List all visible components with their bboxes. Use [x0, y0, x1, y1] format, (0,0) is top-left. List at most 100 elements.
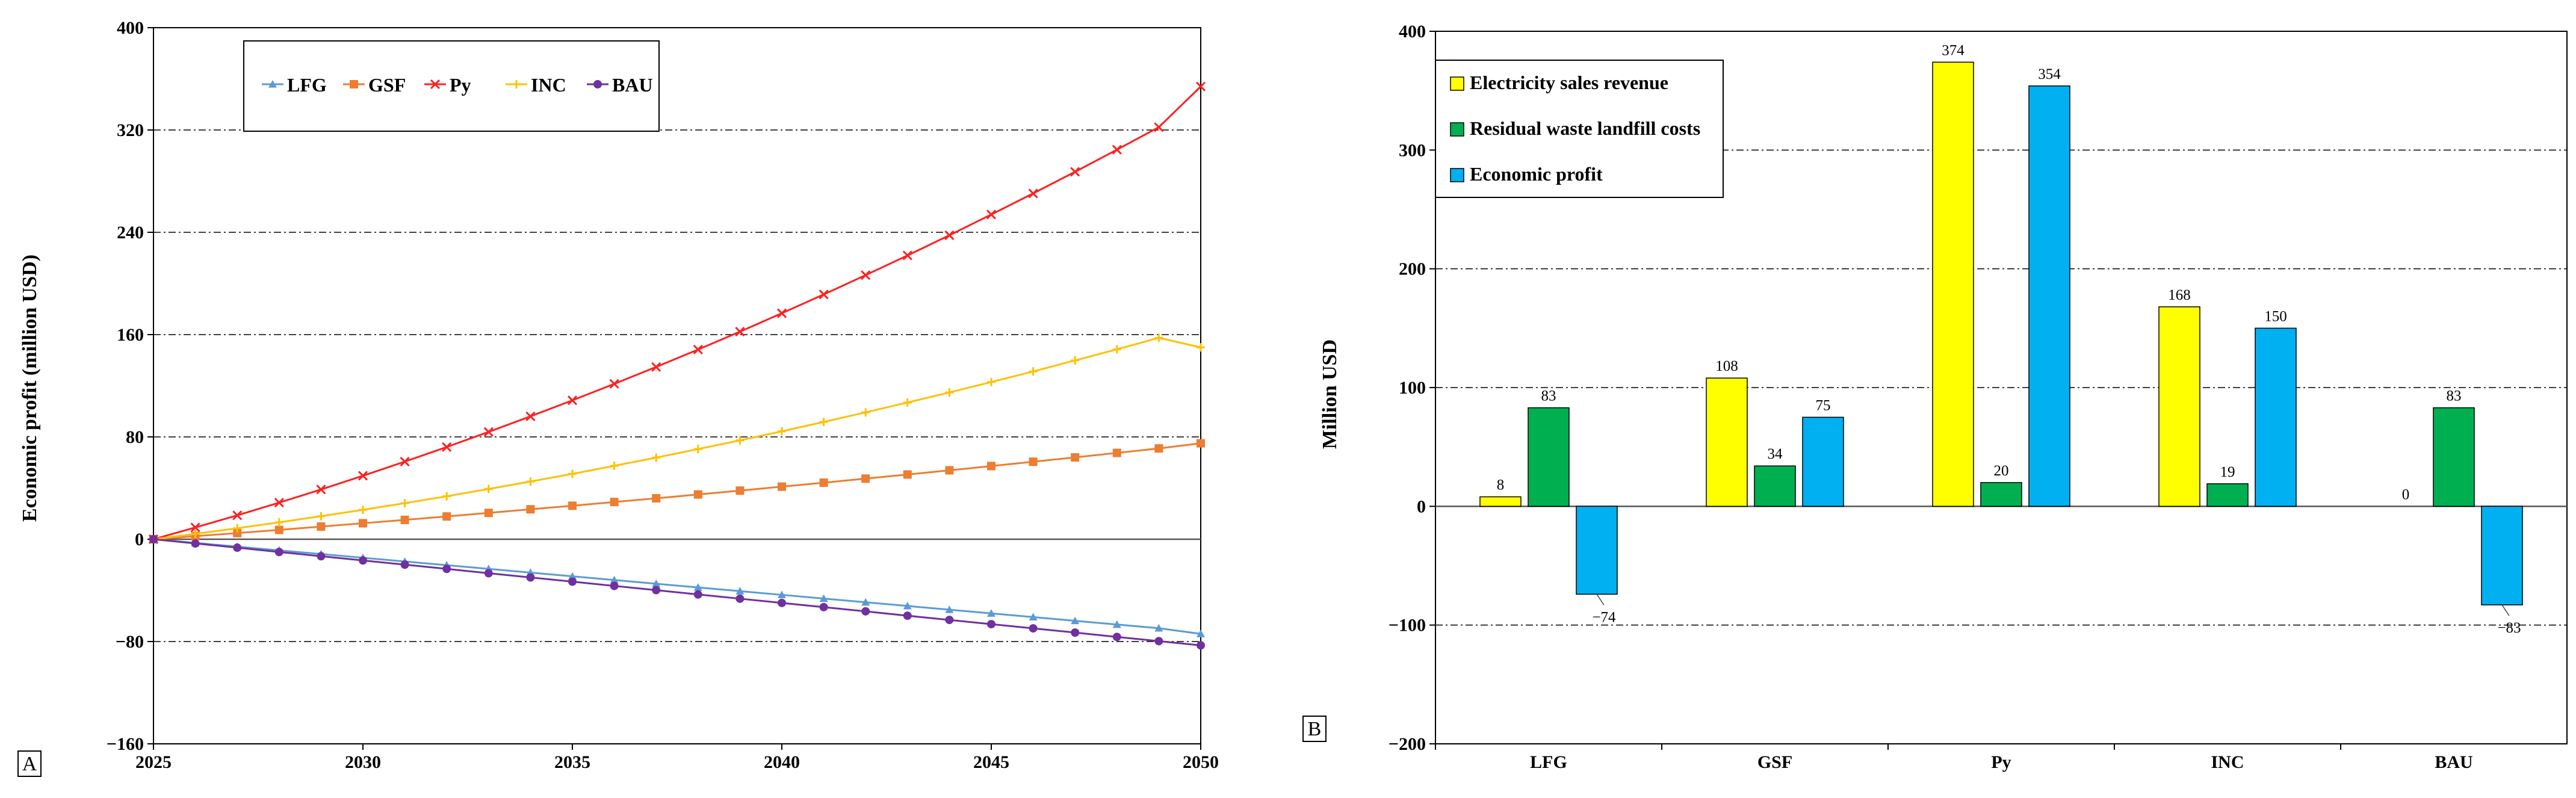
data-point — [442, 442, 452, 452]
bar-group-inc: 168 19 150 — [2158, 287, 2297, 507]
data-point — [1070, 167, 1080, 177]
data-point — [1028, 188, 1038, 199]
data-point — [819, 594, 828, 602]
data-point — [525, 411, 536, 421]
data-point — [778, 590, 786, 599]
legend-marker — [593, 80, 602, 88]
data-point — [819, 289, 829, 300]
panel-a-axes: −160 −80 0 80 160 240 320 400 2025 2030 2035 2040 20… — [107, 18, 1219, 772]
x-tick-label: 2045 — [973, 752, 1009, 772]
data-point — [987, 462, 995, 471]
data-point — [191, 530, 200, 539]
data-point — [902, 250, 912, 261]
y-tick-label: −80 — [116, 632, 144, 652]
data-label: 8 — [1497, 477, 1505, 493]
y-tick-label: −200 — [1389, 734, 1426, 754]
data-point — [233, 524, 242, 533]
data-point — [1154, 623, 1163, 632]
data-label: 0 — [2402, 486, 2410, 503]
data-point — [819, 602, 828, 611]
data-point — [693, 344, 703, 354]
legend-swatch — [1450, 76, 1464, 91]
bar-group-bau: 0 83 −83 — [2402, 388, 2523, 636]
data-point — [610, 462, 619, 471]
data-label: 150 — [2264, 308, 2287, 324]
data-point — [735, 436, 745, 445]
panel-b-tag-label: B — [1308, 718, 1322, 740]
legend-box — [243, 40, 660, 132]
series-inc — [149, 333, 1205, 543]
panel-a-gridlines — [153, 129, 1201, 642]
data-point — [652, 586, 661, 595]
data-point — [610, 498, 619, 507]
data-point — [778, 427, 786, 436]
data-point — [903, 601, 912, 610]
legend-label: Residual waste landfill costs — [1470, 117, 1700, 139]
legend-label: BAU — [612, 74, 653, 96]
x-tick-label: 2025 — [135, 752, 172, 772]
y-tick-label: 240 — [117, 223, 144, 243]
data-point — [526, 477, 535, 486]
data-label: −83 — [2497, 620, 2521, 636]
legend-marker — [512, 80, 521, 88]
data-point — [1154, 333, 1163, 342]
data-point — [1112, 144, 1122, 155]
data-point — [1112, 345, 1121, 354]
data-point — [568, 501, 577, 510]
bar — [1479, 496, 1522, 507]
y-tick-label: 0 — [135, 530, 144, 549]
data-point — [400, 515, 409, 524]
data-point — [316, 484, 326, 495]
data-point — [987, 609, 995, 617]
data-point — [526, 573, 535, 582]
bar — [1528, 407, 1570, 507]
x-tick-label: GSF — [1757, 752, 1792, 772]
data-point — [274, 525, 283, 534]
data-point — [442, 492, 451, 501]
bar — [2028, 85, 2070, 507]
data-point — [1071, 356, 1080, 365]
data-label: 354 — [2038, 66, 2061, 82]
data-point — [778, 482, 786, 491]
data-point — [568, 572, 577, 580]
data-point — [232, 510, 243, 521]
data-point — [359, 506, 367, 515]
data-label: 20 — [1994, 463, 2009, 479]
legend-item-1: Electricity sales revenue — [1450, 72, 1668, 93]
data-label: 34 — [1768, 446, 1783, 462]
data-point — [819, 478, 828, 487]
legend-marker — [350, 80, 358, 88]
data-point — [987, 377, 995, 386]
y-tick-label: 80 — [126, 427, 144, 447]
data-point — [819, 418, 828, 427]
data-point — [400, 499, 409, 508]
data-point — [568, 577, 577, 586]
legend-item-inc: INC — [506, 74, 566, 96]
data-point — [1029, 457, 1038, 466]
data-point — [1154, 122, 1164, 132]
x-tick-label: 2050 — [1183, 752, 1219, 772]
legend-label: LFG — [287, 74, 327, 96]
data-point — [735, 327, 745, 337]
data-point — [693, 590, 702, 599]
data-point — [442, 512, 451, 521]
data-point — [1112, 633, 1121, 642]
data-point — [693, 445, 702, 454]
data-point — [652, 494, 661, 503]
data-label-leader — [1596, 593, 1605, 605]
series-py — [148, 81, 1206, 545]
data-label: 19 — [2220, 464, 2235, 480]
bar — [2481, 506, 2523, 605]
data-point — [274, 498, 284, 508]
data-point — [1029, 624, 1038, 633]
legend-label: Electricity sales revenue — [1470, 72, 1668, 93]
y-tick-label: 100 — [1399, 378, 1426, 398]
bar — [2158, 306, 2200, 507]
data-point — [1197, 629, 1205, 637]
bar — [2255, 327, 2297, 507]
y-tick-label: 300 — [1399, 140, 1426, 160]
bar — [1980, 482, 2022, 507]
data-point — [609, 379, 619, 389]
